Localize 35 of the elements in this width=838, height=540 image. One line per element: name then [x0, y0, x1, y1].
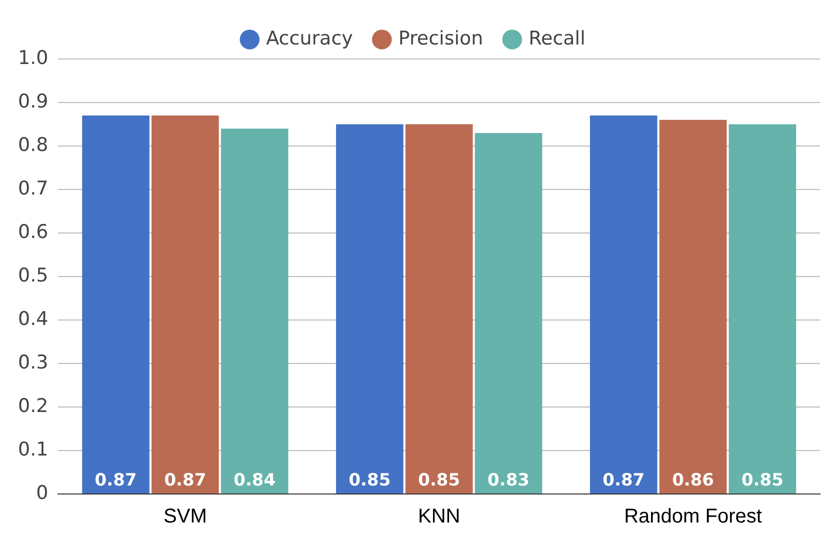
data-label: 0.85 [741, 470, 784, 490]
data-label: 0.87 [164, 470, 206, 490]
y-tick-label: 0.6 [18, 220, 48, 243]
y-tick-label: 0.5 [18, 264, 48, 286]
bar [659, 120, 727, 494]
y-tick-label: 0.8 [18, 134, 48, 156]
y-tick-label: 0.3 [18, 351, 48, 374]
bar [728, 124, 796, 494]
y-tick-label: 0.7 [18, 177, 48, 200]
y-tick-label: 1.0 [18, 46, 48, 69]
legend-label: Recall [528, 27, 586, 50]
y-tick-label: 0 [36, 482, 48, 504]
bar [82, 116, 150, 494]
data-label: 0.84 [234, 470, 276, 490]
data-label: 0.86 [672, 470, 714, 490]
y-tick-label: 0.4 [18, 308, 48, 330]
bar [220, 128, 288, 494]
x-tick-label: Random Forest [624, 506, 762, 528]
bar [405, 124, 473, 494]
data-label: 0.83 [488, 470, 530, 490]
data-label: 0.87 [94, 470, 137, 490]
bar [152, 116, 219, 494]
legend-label: Accuracy [266, 27, 353, 50]
y-tick-label: 0.9 [18, 90, 48, 112]
bar [474, 132, 542, 494]
y-tick-label: 0.1 [18, 438, 48, 460]
bar [590, 116, 658, 494]
y-tick-label: 0.2 [18, 394, 48, 417]
x-tick-label: SVM [164, 506, 207, 528]
data-label: 0.85 [418, 470, 460, 490]
legend-label: Precision [398, 27, 484, 50]
data-label: 0.87 [602, 470, 645, 490]
data-label: 0.85 [348, 470, 391, 490]
bar [336, 124, 404, 494]
x-tick-label: KNN [418, 506, 460, 528]
